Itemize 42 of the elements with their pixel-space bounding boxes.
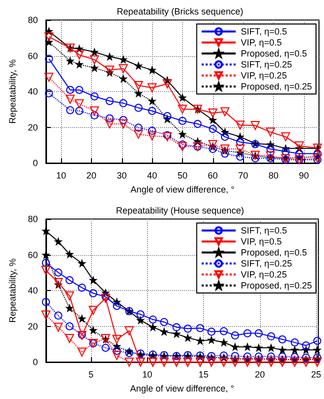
x-tick-label: 40 <box>147 170 158 181</box>
x-tick-label: 30 <box>116 170 127 181</box>
y-tick-label: 20 <box>28 122 38 132</box>
y-tick-label: 60 <box>28 50 38 61</box>
x-tick-label: 20 <box>254 370 265 380</box>
y-tick-label: 80 <box>28 214 38 224</box>
x-tick-label: 10 <box>142 370 152 380</box>
x-tick-label: 20 <box>86 170 96 181</box>
legend-label: SIFT, η=0.25 <box>240 258 292 268</box>
x-tick-label: 15 <box>198 370 209 380</box>
legend-label: Proposed, η=0.25 <box>240 280 312 290</box>
x-tick-label: 50 <box>177 170 188 181</box>
legend-label: VIP, η=0.5 <box>240 38 282 48</box>
y-tick-label: 40 <box>28 86 38 97</box>
x-tick-label: 90 <box>298 170 309 181</box>
legend-label: Proposed, η=0.25 <box>240 82 312 92</box>
x-tick-label: 60 <box>208 170 218 181</box>
y-tick-label: 40 <box>28 286 38 296</box>
legend-label: VIP, η=0.25 <box>240 270 287 280</box>
legend-label: VIP, η=0.25 <box>240 70 287 80</box>
y-tick-label: 80 <box>28 15 38 25</box>
y-axis-title: Repeatability, % <box>8 59 18 124</box>
chart-title: Repeatability (House sequence) <box>116 206 244 216</box>
x-axis-title: Angle of view difference, ° <box>130 384 235 394</box>
legend-label: SIFT, η=0.5 <box>240 226 287 236</box>
x-axis-title: Angle of view difference, ° <box>130 184 235 194</box>
legend-label: SIFT, η=0.25 <box>240 60 292 70</box>
y-tick-label: 0 <box>32 158 38 168</box>
legend-label: Proposed, η=0.5 <box>240 48 308 58</box>
x-tick-label: 25 <box>311 370 322 380</box>
x-tick-label: 70 <box>238 170 248 181</box>
legend-label: Proposed, η=0.5 <box>240 248 308 258</box>
x-tick-label: 10 <box>56 170 66 181</box>
chart-title: Repeatability (Bricks sequence) <box>116 6 244 16</box>
y-tick-label: 0 <box>32 357 38 368</box>
y-tick-label: 60 <box>28 250 38 260</box>
legend-label: SIFT, η=0.5 <box>240 26 287 36</box>
legend-label: VIP, η=0.5 <box>240 236 282 246</box>
y-axis-title: Repeatability, % <box>8 258 18 323</box>
x-tick-label: 80 <box>268 170 278 181</box>
y-tick-label: 20 <box>28 321 38 332</box>
x-tick-label: 5 <box>88 370 94 380</box>
